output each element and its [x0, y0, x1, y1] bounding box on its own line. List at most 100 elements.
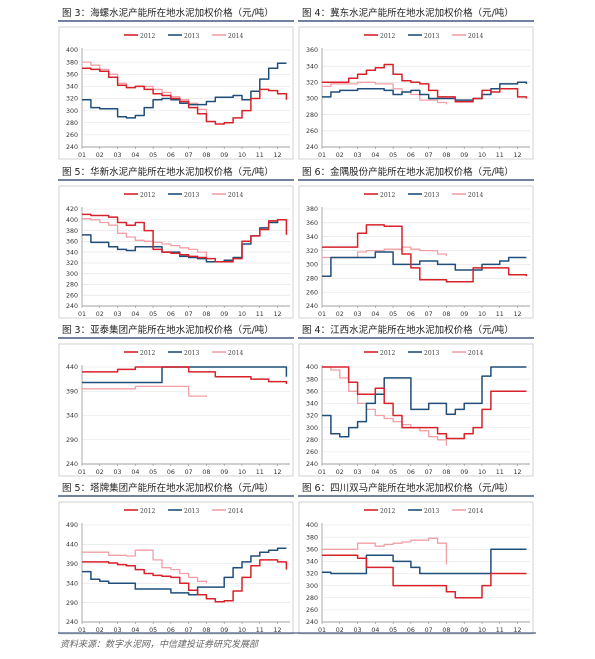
- y-tick-label: 360: [66, 239, 78, 246]
- series-line-2012: [322, 554, 527, 599]
- chart-title: 图 4：冀东水泥产能所在地水泥加权价格（元/吨）: [302, 7, 514, 19]
- legend-label: 2013: [184, 192, 199, 199]
- y-tick-label: 240: [66, 619, 78, 626]
- x-tick-label: 05: [149, 311, 157, 318]
- x-tick-label: 12: [274, 627, 282, 634]
- plot-frame: [58, 185, 294, 319]
- x-tick-label: 12: [514, 152, 522, 159]
- x-tick-label: 10: [478, 627, 486, 634]
- y-tick-label: 380: [306, 206, 318, 213]
- chart-panel-2: 图 4：冀东水泥产能所在地水泥加权价格（元/吨） 2012 2013 2014 240 2…: [298, 7, 534, 160]
- series-line-2014: [82, 385, 208, 398]
- x-tick-label: 12: [274, 311, 282, 318]
- x-tick-label: 11: [256, 469, 264, 476]
- legend-item-2012: 2012: [124, 350, 155, 357]
- x-tick-label: 05: [149, 152, 157, 159]
- x-tick-label: 04: [131, 469, 139, 476]
- x-tick-label: 05: [389, 311, 397, 318]
- legend-label: 2012: [380, 350, 395, 357]
- x-tick-label: 07: [185, 469, 193, 476]
- x-tick-label: 03: [114, 311, 122, 318]
- y-tick-label: 240: [306, 144, 318, 151]
- y-tick-label: 400: [66, 217, 78, 224]
- x-tick-label: 12: [514, 627, 522, 634]
- x-tick-label: 05: [389, 152, 397, 159]
- legend-item-2014: 2014: [212, 33, 243, 40]
- x-tick-label: 03: [114, 152, 122, 159]
- plot-frame: [58, 26, 294, 160]
- x-tick-label: 08: [442, 311, 450, 318]
- chart-title: 图 5：塔牌集团产能所在地水泥加权价格（元/吨）: [62, 482, 274, 494]
- legend-item-2012: 2012: [364, 350, 395, 357]
- x-tick-label: 08: [202, 152, 210, 159]
- series-line-2012: [322, 224, 528, 283]
- legend-label: 2012: [140, 192, 155, 199]
- x-tick-label: 02: [96, 627, 104, 634]
- x-tick-label: 12: [274, 469, 282, 476]
- y-tick-label: 240: [306, 619, 318, 626]
- x-tick-label: 11: [496, 152, 504, 159]
- x-tick-label: 09: [220, 469, 228, 476]
- x-tick-label: 07: [425, 627, 433, 634]
- y-tick-label: 380: [306, 534, 318, 541]
- x-tick-label: 07: [425, 469, 433, 476]
- x-tick-label: 09: [460, 469, 468, 476]
- legend-label: 2013: [424, 508, 439, 515]
- legend-label: 2012: [140, 350, 155, 357]
- y-tick-label: 240: [66, 303, 78, 310]
- y-tick-label: 360: [306, 388, 318, 395]
- series-line-2012: [322, 366, 527, 440]
- legend-item-2014: 2014: [452, 508, 483, 515]
- x-tick-label: 03: [354, 469, 362, 476]
- y-tick-label: 240: [306, 303, 318, 310]
- x-tick-label: 02: [336, 627, 344, 634]
- plot-frame: [58, 343, 294, 477]
- plot-frame: [298, 26, 534, 160]
- x-tick-label: 04: [371, 627, 379, 634]
- y-tick-label: 340: [306, 401, 318, 408]
- y-tick-label: 440: [66, 542, 78, 549]
- x-tick-label: 06: [167, 152, 175, 159]
- x-tick-label: 01: [78, 469, 86, 476]
- legend-item-2012: 2012: [364, 33, 395, 40]
- x-tick-label: 05: [389, 627, 397, 634]
- y-tick-label: 380: [66, 228, 78, 235]
- x-tick-label: 10: [238, 627, 246, 634]
- y-tick-label: 360: [66, 71, 78, 78]
- series-line-2013: [82, 62, 287, 119]
- x-tick-label: 01: [318, 469, 326, 476]
- legend-item-2014: 2014: [212, 350, 243, 357]
- series-line-2012: [322, 63, 528, 103]
- x-tick-label: 09: [460, 627, 468, 634]
- legend-label: 2014: [468, 508, 483, 515]
- x-tick-label: 05: [149, 469, 157, 476]
- legend-label: 2012: [380, 33, 395, 40]
- x-tick-label: 04: [131, 627, 139, 634]
- x-tick-label: 06: [407, 627, 415, 634]
- x-tick-label: 02: [96, 311, 104, 318]
- x-tick-label: 07: [425, 311, 433, 318]
- legend-label: 2014: [468, 350, 483, 357]
- x-tick-label: 04: [131, 311, 139, 318]
- x-tick-label: 01: [78, 627, 86, 634]
- x-tick-label: 04: [371, 311, 379, 318]
- x-tick-label: 07: [425, 152, 433, 159]
- y-tick-label: 320: [306, 571, 318, 578]
- y-tick-label: 360: [306, 47, 318, 54]
- y-tick-label: 300: [66, 271, 78, 278]
- chart-title: 图 5：华新水泥产能所在地水泥加权价格（元/吨）: [62, 166, 274, 178]
- x-tick-label: 02: [336, 469, 344, 476]
- source-note: 资料来源：数字水泥网，中信建投证券研究发展部: [60, 640, 259, 650]
- x-tick-label: 08: [442, 627, 450, 634]
- x-tick-label: 02: [96, 152, 104, 159]
- chart-panel-6: 图 4：江西水泥产能所在地水泥加权价格（元/吨） 2012 2013 2014 240 2…: [298, 324, 534, 477]
- x-tick-label: 11: [256, 627, 264, 634]
- y-tick-label: 340: [306, 63, 318, 70]
- y-tick-label: 240: [306, 461, 318, 468]
- series-line-2013: [322, 251, 527, 277]
- y-tick-label: 320: [306, 413, 318, 420]
- x-tick-label: 07: [185, 311, 193, 318]
- y-tick-label: 340: [306, 234, 318, 241]
- chart-title: 图 6：四川双马产能所在地水泥加权价格（元/吨）: [302, 482, 514, 494]
- x-tick-label: 11: [496, 469, 504, 476]
